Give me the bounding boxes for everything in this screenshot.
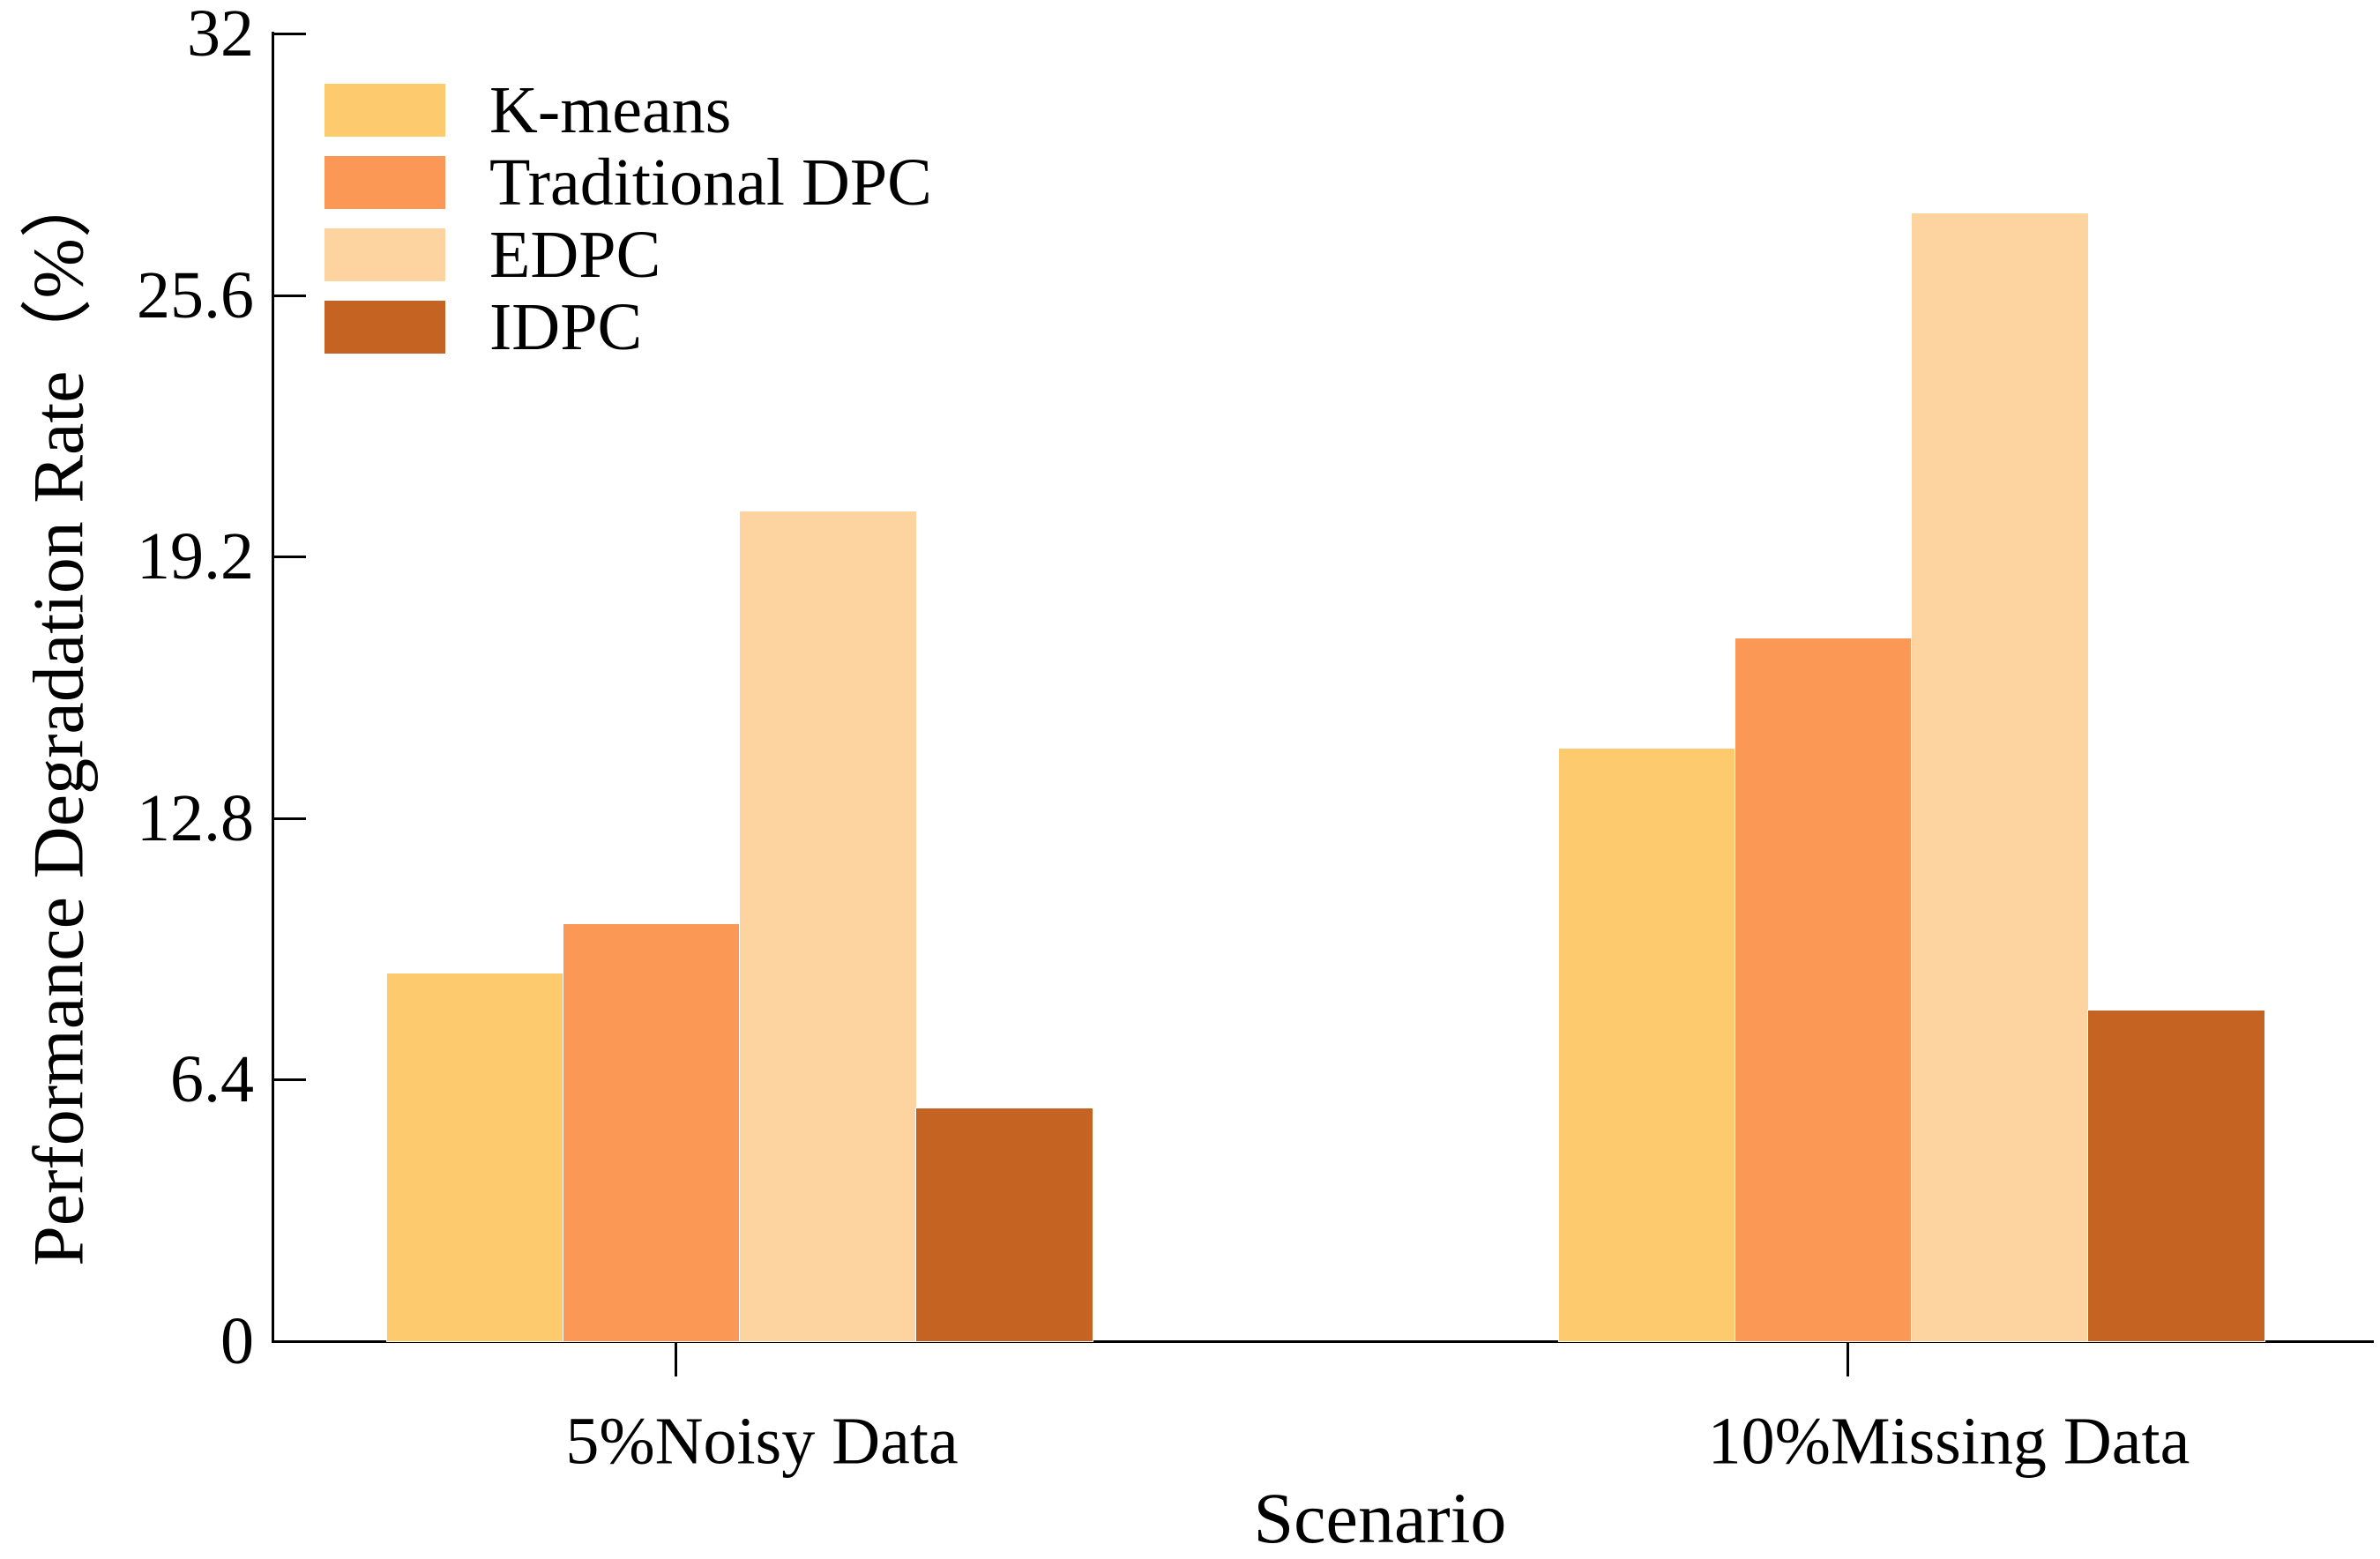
legend-swatch-edpc xyxy=(325,228,445,281)
legend-item-idpc: IDPC xyxy=(325,290,932,364)
legend-label-traditional-dpc: Traditional DPC xyxy=(489,145,932,220)
legend-swatch-traditional-dpc xyxy=(325,156,445,209)
bar-idpc-5-noisy-data xyxy=(915,1107,1093,1342)
y-tick-label-12.8: 12.8 xyxy=(137,780,254,855)
legend-label-edpc: EDPC xyxy=(489,218,661,292)
bar-edpc-5-noisy-data xyxy=(739,511,917,1342)
legend-item-k-means: K-means xyxy=(325,73,932,147)
y-tick-label-19.2: 19.2 xyxy=(137,519,254,594)
x-tick-10-missing-data xyxy=(1847,1343,1849,1376)
y-tick-label-25.6: 25.6 xyxy=(137,257,254,332)
x-tick-label-5-noisy-data: 5%Noisy Data xyxy=(565,1404,959,1479)
legend-label-idpc: IDPC xyxy=(489,290,643,364)
y-axis-line xyxy=(272,32,274,1343)
legend-swatch-k-means xyxy=(325,84,445,137)
legend-label-k-means: K-means xyxy=(489,73,732,147)
legend-item-edpc: EDPC xyxy=(325,218,932,292)
y-tick-25.6 xyxy=(274,294,306,297)
y-tick-6.4 xyxy=(274,1078,306,1082)
bar-edpc-10-missing-data xyxy=(1911,213,2089,1342)
y-tick-12.8 xyxy=(274,817,306,820)
bar-traditional-dpc-10-missing-data xyxy=(1735,637,1913,1342)
y-tick-32 xyxy=(274,33,306,36)
bar-idpc-10-missing-data xyxy=(2087,1009,2265,1342)
x-tick-label-10-missing-data: 10%Missing Data xyxy=(1707,1404,2190,1479)
y-tick-0 xyxy=(274,1340,306,1343)
bar-traditional-dpc-5-noisy-data xyxy=(563,923,741,1342)
y-tick-label-32: 32 xyxy=(187,0,254,71)
bar-k-means-5-noisy-data xyxy=(386,972,564,1342)
legend: K-means Traditional DPC EDPC IDPC xyxy=(325,73,932,364)
y-tick-label-0: 0 xyxy=(220,1304,254,1378)
y-tick-19.2 xyxy=(274,556,306,559)
y-tick-label-6.4: 6.4 xyxy=(170,1042,254,1117)
legend-item-traditional-dpc: Traditional DPC xyxy=(325,145,932,220)
x-tick-5-noisy-data xyxy=(675,1343,677,1376)
legend-swatch-idpc xyxy=(325,301,445,354)
bar-k-means-10-missing-data xyxy=(1558,748,1736,1342)
x-axis-line xyxy=(272,1340,2374,1343)
x-axis-title: Scenario xyxy=(1253,1478,1507,1558)
